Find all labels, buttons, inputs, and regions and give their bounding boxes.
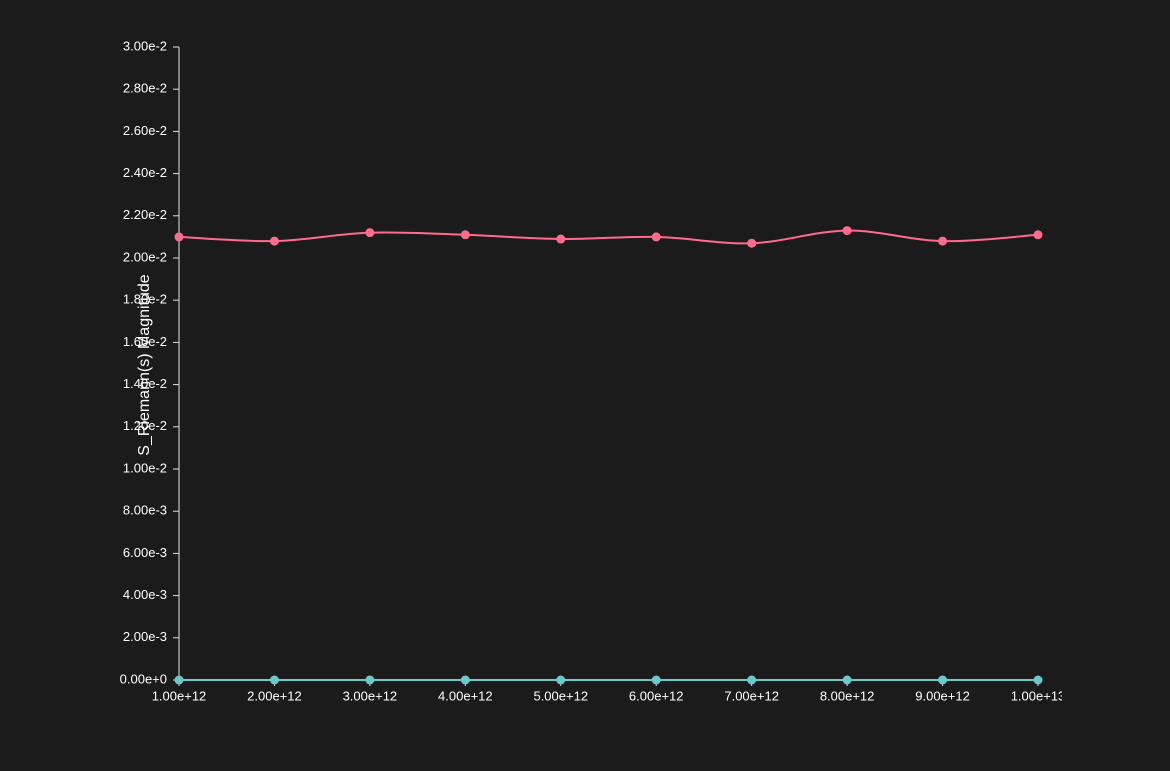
point [269,236,279,246]
x-tick-label: 9.00e+12 [915,688,970,703]
point [1033,675,1043,685]
y-tick-label: 2.80e-2 [123,81,167,96]
series-line [178,229,1039,245]
y-tick-label: 1.80e-2 [123,292,167,307]
plot [174,226,1043,685]
x-tick-label: 5.00e+12 [533,688,588,703]
y-tick-label: 4.00e-3 [123,587,167,602]
point [174,232,184,242]
point [747,675,757,685]
point [365,675,375,685]
x-tick-label: 8.00e+12 [820,688,875,703]
y-tick-label: 2.00e-3 [123,629,167,644]
point [651,675,661,685]
y-tick-label: 1.20e-2 [123,418,167,433]
y-tick-label: 6.00e-3 [123,545,167,560]
y-tick-label: 2.00e-2 [123,249,167,264]
point [460,675,470,685]
point [174,675,184,685]
axes: 0.00e+0 2.00e-3 4.00e-3 6.00e-3 8.00e-3 1.00e… [120,38,1062,703]
chart: 0.00e+0 2.00e-3 4.00e-3 6.00e-3 8.00e-3 1.00e… [120,38,1062,703]
point [842,226,852,236]
y-tick-label: 3.00e-2 [123,38,167,53]
y-tick-label: 8.00e-3 [123,503,167,518]
y-tick-label: 0.00e+0 [120,671,167,686]
x-tick-label: 6.00e+12 [629,688,684,703]
point [460,230,470,240]
x-tick-label: 3.00e+12 [343,688,398,703]
y-tick-label: 2.20e-2 [123,207,167,222]
point [651,232,661,242]
point [747,238,757,248]
y-tick-label: 2.40e-2 [123,165,167,180]
x-tick-label: 4.00e+12 [438,688,493,703]
y-axis-label: S_Riemann(s) Magnitude [136,274,153,456]
x-tick-label: 2.00e+12 [247,688,302,703]
point [938,236,948,246]
y-tick-label: 1.60e-2 [123,334,167,349]
y-tick-label: 2.60e-2 [123,123,167,138]
point [365,228,375,238]
x-tick-label: 1.00e+13 [1011,688,1062,703]
point [1033,230,1043,240]
point [842,675,852,685]
x-tick-label: 7.00e+12 [724,688,779,703]
x-tick-label: 1.00e+12 [152,688,207,703]
point [269,675,279,685]
y-tick-label: 1.40e-2 [123,376,167,391]
point [556,234,566,244]
point [938,675,948,685]
point [556,675,566,685]
y-tick-label: 1.00e-2 [123,460,167,475]
